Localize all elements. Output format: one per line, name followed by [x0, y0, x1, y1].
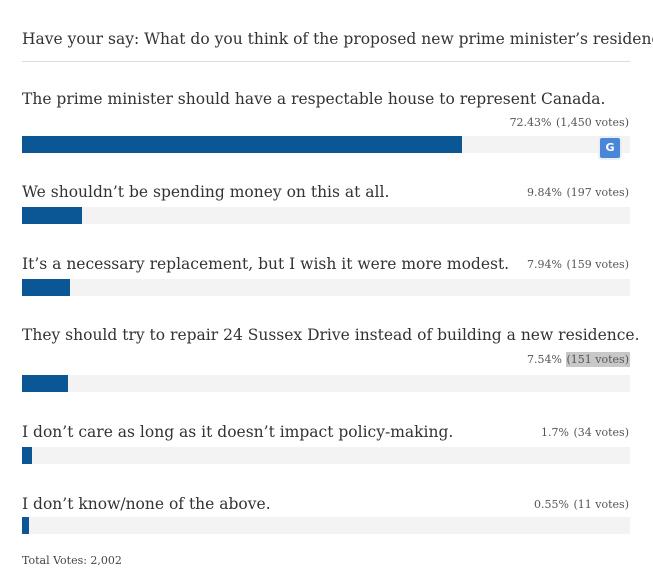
- option-bar-track: [22, 207, 630, 224]
- option-bar-track: [22, 136, 630, 153]
- option-bar-fill: [22, 207, 82, 224]
- option-bar-track: [22, 447, 630, 464]
- option-percent: 0.55%: [534, 498, 569, 511]
- option-label: I don’t care as long as it doesn’t impac…: [22, 423, 454, 441]
- option-label: It’s a necessary replacement, but I wish…: [22, 255, 510, 273]
- option-votes: (1,450 votes): [556, 116, 629, 129]
- option-percent: 7.94%: [527, 258, 562, 271]
- option-bar-fill: [22, 279, 71, 296]
- divider: [22, 61, 630, 62]
- option-label: They should try to repair 24 Sussex Driv…: [22, 326, 640, 344]
- option-percent: 7.54%: [527, 353, 562, 366]
- option-bar-fill: [22, 447, 33, 464]
- option-votes: (11 votes): [573, 498, 630, 511]
- option-percent: 9.84%: [527, 186, 562, 199]
- option-stats: 72.43% (1,450 votes): [510, 116, 630, 129]
- option-bar-track: [22, 517, 630, 534]
- option-label: The prime minister should have a respect…: [22, 90, 606, 108]
- option-votes: (151 votes): [565, 352, 630, 367]
- option-stats: 9.84% (197 votes): [527, 186, 630, 199]
- option-votes: (159 votes): [566, 258, 630, 271]
- option-bar-fill: [22, 517, 30, 534]
- option-stats: 1.7% (34 votes): [541, 426, 630, 439]
- option-bar-track: [22, 375, 630, 392]
- option-bar-fill: [22, 375, 68, 392]
- option-label: I don’t know/none of the above.: [22, 495, 271, 513]
- option-percent: 1.7%: [541, 426, 569, 439]
- option-votes: (197 votes): [566, 186, 630, 199]
- option-bar-fill: [22, 136, 463, 153]
- total-votes: Total Votes: 2,002: [22, 554, 122, 567]
- option-bar-track: [22, 279, 630, 296]
- option-votes: (34 votes): [573, 426, 630, 439]
- google-translate-icon[interactable]: G: [600, 138, 620, 158]
- poll-question: Have your say: What do you think of the …: [22, 30, 653, 48]
- poll-widget: Have your say: What do you think of the …: [22, 0, 653, 572]
- option-stats: 7.54% (151 votes): [527, 352, 630, 367]
- option-percent: 72.43%: [509, 116, 552, 129]
- option-stats: 0.55% (11 votes): [534, 498, 630, 511]
- option-label: We shouldn’t be spending money on this a…: [22, 183, 390, 201]
- option-stats: 7.94% (159 votes): [527, 258, 630, 271]
